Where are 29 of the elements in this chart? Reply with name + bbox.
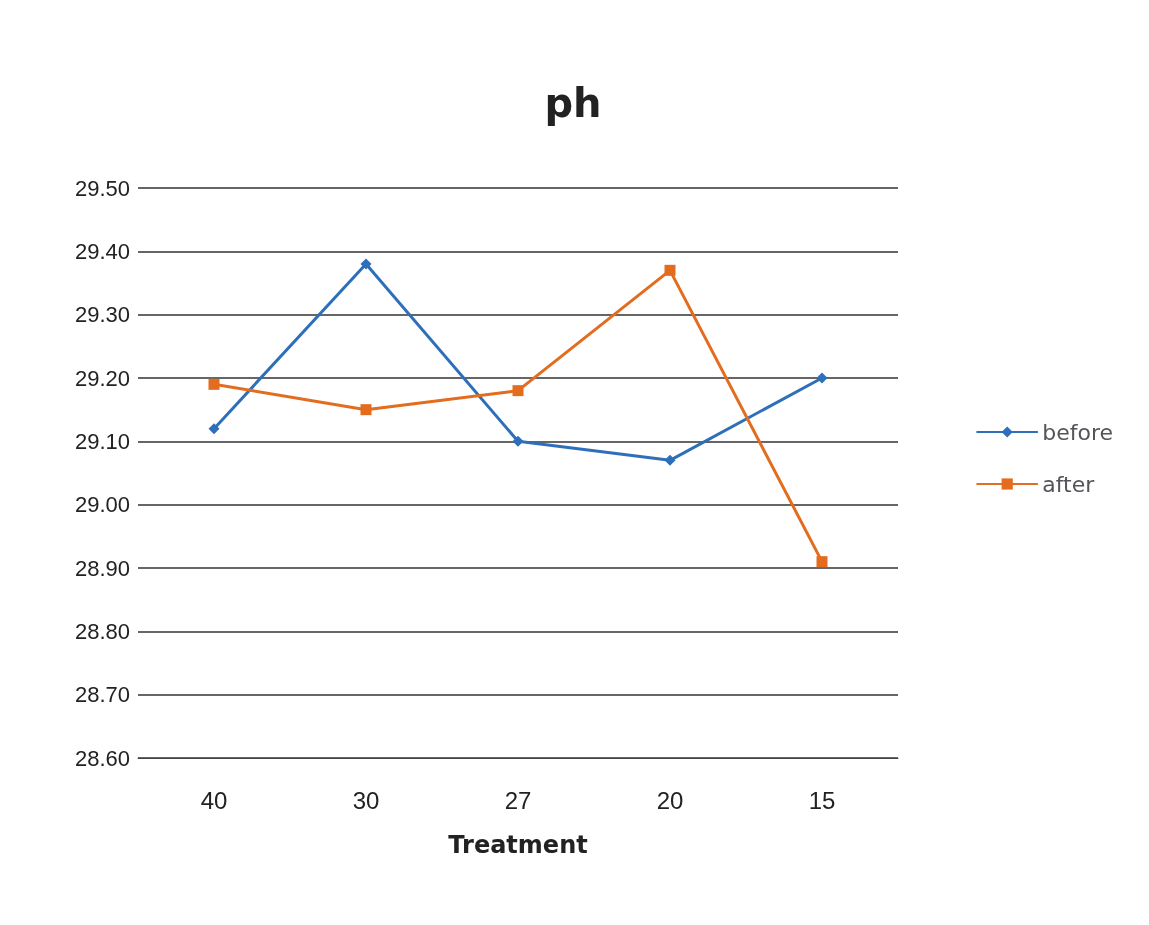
legend-label: before	[1042, 419, 1114, 445]
point	[208, 423, 220, 435]
y-tick-label: 28.90	[74, 555, 130, 581]
point	[816, 372, 828, 384]
point	[208, 378, 220, 390]
y-tick-label: 29.30	[74, 302, 130, 328]
y-tick-label: 28.70	[74, 682, 130, 708]
y-tick-label: 29.10	[74, 428, 130, 454]
point	[664, 264, 676, 276]
y-tick-label: 28.80	[74, 618, 130, 644]
point	[816, 556, 828, 568]
y-tick-label: 28.60	[74, 745, 130, 771]
point	[360, 258, 372, 270]
point	[512, 435, 524, 447]
point	[360, 404, 372, 416]
x-tick-label: 27	[504, 786, 532, 814]
y-tick-label: 29.50	[74, 175, 130, 201]
y-tick-label: 29.20	[74, 365, 130, 391]
x-tick-label: 30	[352, 786, 380, 814]
y-tick-label: 29.40	[74, 238, 130, 264]
point	[664, 454, 676, 466]
x-tick-label: 40	[200, 786, 228, 814]
legend-label: after	[1042, 471, 1096, 497]
x-tick-label: 15	[808, 786, 836, 814]
y-tick-label: 29.00	[74, 492, 130, 518]
point	[512, 385, 524, 397]
chart-title: ph	[544, 80, 602, 126]
x-axis-title: Treatment	[448, 831, 588, 859]
x-tick-label: 20	[656, 786, 684, 814]
